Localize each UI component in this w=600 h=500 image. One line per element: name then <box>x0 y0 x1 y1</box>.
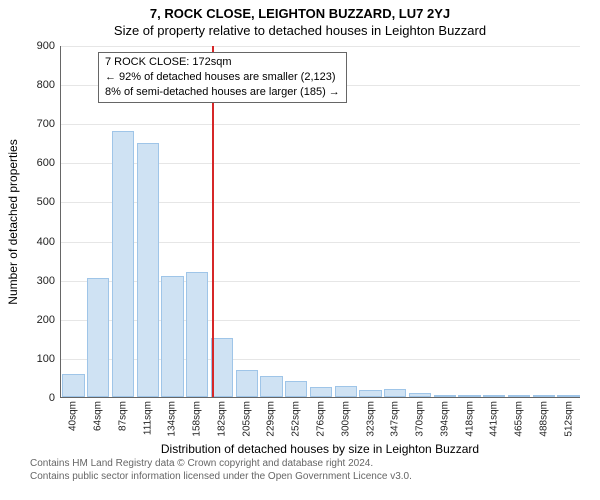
histogram-bar <box>236 370 258 397</box>
y-tick-label: 0 <box>49 392 55 404</box>
callout-line1: 7 ROCK CLOSE: 172sqm <box>105 55 340 70</box>
x-tick-label: 465sqm <box>514 401 525 437</box>
histogram-bar <box>186 272 208 397</box>
histogram-bar <box>359 390 381 397</box>
x-tick-label: 323sqm <box>365 401 376 437</box>
source-line1: Contains HM Land Registry data © Crown c… <box>30 458 590 471</box>
histogram-bar <box>285 381 307 397</box>
y-tick-label: 500 <box>37 196 55 208</box>
y-tick-label: 800 <box>37 79 55 91</box>
x-tick-label: 300sqm <box>340 401 351 437</box>
histogram-bar <box>260 376 282 398</box>
x-tick-label: 205sqm <box>241 401 252 437</box>
figure: 7, ROCK CLOSE, LEIGHTON BUZZARD, LU7 2YJ… <box>0 0 600 500</box>
chart-area: 010020030040050060070080090040sqm64sqm87… <box>60 46 580 398</box>
x-tick-label: 488sqm <box>538 401 549 437</box>
x-tick-label: 252sqm <box>291 401 302 437</box>
x-tick-label: 134sqm <box>167 401 178 437</box>
histogram-bar <box>508 395 530 397</box>
x-tick-label: 394sqm <box>439 401 450 437</box>
x-tick-label: 87sqm <box>117 401 128 431</box>
source-line2: Contains public sector information licen… <box>30 471 590 484</box>
x-tick-label: 347sqm <box>390 401 401 437</box>
x-tick-label: 111sqm <box>142 401 153 435</box>
y-gridline <box>61 124 580 125</box>
histogram-bar <box>87 278 109 397</box>
x-tick-label: 441sqm <box>489 401 500 437</box>
x-tick-label: 276sqm <box>316 401 327 437</box>
histogram-bar <box>409 393 431 397</box>
source-attribution: Contains HM Land Registry data © Crown c… <box>30 458 590 483</box>
histogram-bar <box>458 395 480 397</box>
y-tick-label: 200 <box>37 314 55 326</box>
histogram-bar <box>384 389 406 397</box>
y-tick-label: 100 <box>37 353 55 365</box>
page-subtitle: Size of property relative to detached ho… <box>0 21 600 38</box>
y-tick-label: 600 <box>37 157 55 169</box>
histogram-bar <box>137 143 159 397</box>
x-tick-label: 418sqm <box>464 401 475 437</box>
y-tick-label: 900 <box>37 40 55 52</box>
callout-line3: 8% of semi-detached houses are larger (1… <box>105 85 340 100</box>
callout-box: 7 ROCK CLOSE: 172sqm ← 92% of detached h… <box>98 52 347 103</box>
histogram-bar <box>483 395 505 397</box>
histogram-bar <box>62 374 84 397</box>
y-axis-label: Number of detached properties <box>6 46 20 398</box>
x-tick-label: 370sqm <box>415 401 426 437</box>
y-tick-label: 700 <box>37 118 55 130</box>
histogram-bar <box>434 395 456 397</box>
x-tick-label: 182sqm <box>216 401 227 437</box>
histogram-bar <box>533 395 555 397</box>
histogram-bar <box>335 386 357 397</box>
y-tick-label: 400 <box>37 236 55 248</box>
histogram-bar <box>557 395 579 397</box>
x-tick-label: 158sqm <box>192 401 203 437</box>
histogram-bar <box>161 276 183 397</box>
y-tick-label: 300 <box>37 275 55 287</box>
histogram-bar <box>310 387 332 397</box>
histogram-bar <box>211 338 233 397</box>
x-tick-label: 40sqm <box>68 401 79 431</box>
x-tick-label: 229sqm <box>266 401 277 437</box>
callout-line2: ← 92% of detached houses are smaller (2,… <box>105 70 340 85</box>
x-axis-label: Distribution of detached houses by size … <box>60 442 580 456</box>
histogram-bar <box>112 131 134 397</box>
x-tick-label: 64sqm <box>93 401 104 431</box>
x-tick-label: 512sqm <box>563 401 574 437</box>
y-gridline <box>61 46 580 47</box>
page-title-address: 7, ROCK CLOSE, LEIGHTON BUZZARD, LU7 2YJ <box>0 0 600 21</box>
